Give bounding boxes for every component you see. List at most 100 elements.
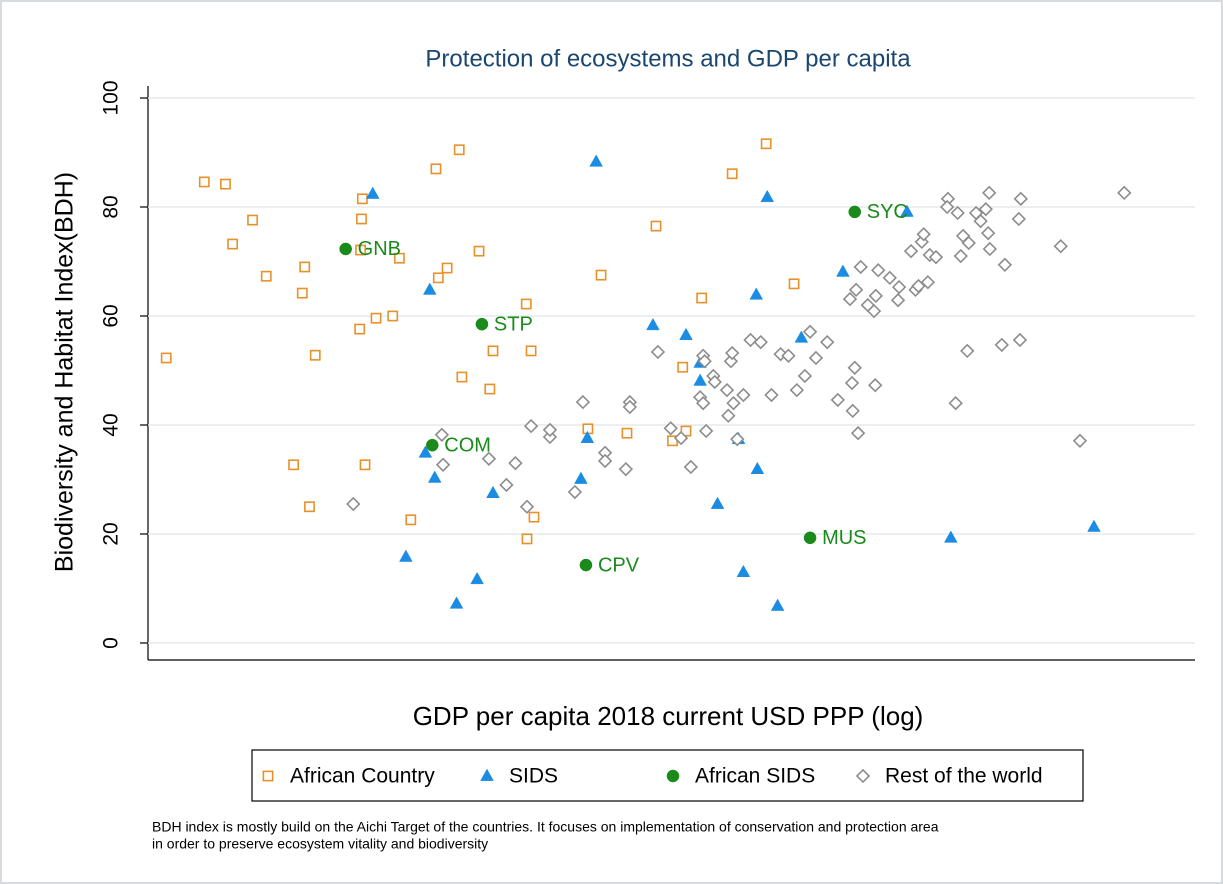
point — [978, 201, 993, 217]
point — [707, 374, 722, 390]
y-tick-label: 60 — [100, 304, 123, 327]
point — [422, 282, 437, 295]
point — [845, 403, 860, 419]
y-tick-label: 20 — [100, 522, 123, 545]
point-label: GNB — [358, 238, 401, 260]
point — [432, 272, 444, 284]
point — [346, 496, 361, 512]
point — [903, 243, 919, 259]
point-label: COM — [444, 434, 491, 456]
point — [618, 461, 634, 477]
point — [891, 279, 907, 295]
point — [435, 457, 451, 472]
point — [994, 337, 1009, 353]
point — [1087, 519, 1101, 532]
point — [982, 241, 998, 257]
point — [944, 530, 958, 543]
point — [356, 193, 368, 205]
point — [405, 514, 417, 526]
point — [677, 361, 689, 373]
point — [980, 225, 996, 241]
point — [802, 324, 818, 339]
point — [580, 430, 595, 443]
point — [916, 227, 931, 242]
y-tick-label: 0 — [100, 637, 123, 649]
point — [680, 425, 692, 437]
point — [525, 345, 537, 357]
footnote: in order to preserve ecosystem vitality … — [152, 836, 488, 852]
point — [434, 427, 450, 442]
point — [794, 330, 809, 343]
point — [1012, 332, 1028, 348]
point — [508, 455, 523, 471]
point — [753, 334, 768, 350]
point — [288, 459, 300, 471]
point — [830, 392, 845, 408]
point — [441, 262, 453, 274]
point — [339, 242, 352, 256]
point — [1011, 211, 1026, 227]
point — [666, 769, 680, 783]
point — [595, 269, 607, 281]
point — [890, 293, 906, 308]
point — [914, 234, 929, 250]
point — [260, 270, 272, 282]
point — [673, 430, 689, 446]
point-label: SYC — [867, 201, 908, 223]
point — [803, 531, 817, 545]
point — [697, 354, 712, 369]
point — [997, 257, 1013, 272]
point — [1053, 239, 1068, 254]
point — [354, 323, 366, 335]
y-tick-label: 80 — [100, 195, 123, 218]
point — [449, 596, 464, 609]
point — [948, 396, 963, 411]
point — [961, 235, 976, 251]
point — [950, 205, 965, 221]
point — [730, 431, 745, 447]
point — [399, 549, 413, 562]
point — [579, 558, 593, 572]
point — [770, 598, 785, 611]
point — [683, 459, 699, 475]
point-label: STP — [494, 313, 533, 335]
point — [481, 451, 497, 466]
legend-label: African Country — [290, 765, 435, 788]
point — [973, 213, 988, 229]
point — [650, 344, 666, 360]
point-label: CPV — [598, 554, 640, 576]
point — [981, 185, 997, 201]
point — [355, 244, 367, 256]
point — [622, 399, 638, 415]
point — [696, 292, 708, 304]
point — [475, 317, 489, 331]
point — [523, 418, 539, 434]
point — [719, 382, 735, 398]
point — [882, 270, 897, 286]
point — [797, 368, 813, 384]
point — [370, 312, 382, 324]
point — [528, 511, 540, 523]
point — [848, 205, 862, 219]
point — [960, 343, 975, 359]
y-tick-label: 100 — [100, 80, 123, 115]
point — [473, 245, 485, 257]
point — [871, 263, 886, 278]
point — [521, 533, 533, 545]
point — [911, 278, 926, 294]
legend-label: Rest of the world — [885, 765, 1043, 788]
point — [1117, 185, 1132, 201]
point — [427, 470, 442, 483]
point — [646, 317, 660, 331]
point — [920, 275, 936, 290]
point — [499, 477, 514, 493]
point — [220, 178, 231, 190]
point — [227, 238, 239, 250]
point — [542, 422, 558, 438]
point — [808, 350, 824, 366]
point — [842, 291, 858, 307]
point — [928, 249, 944, 265]
point — [621, 427, 633, 439]
point — [365, 186, 380, 199]
